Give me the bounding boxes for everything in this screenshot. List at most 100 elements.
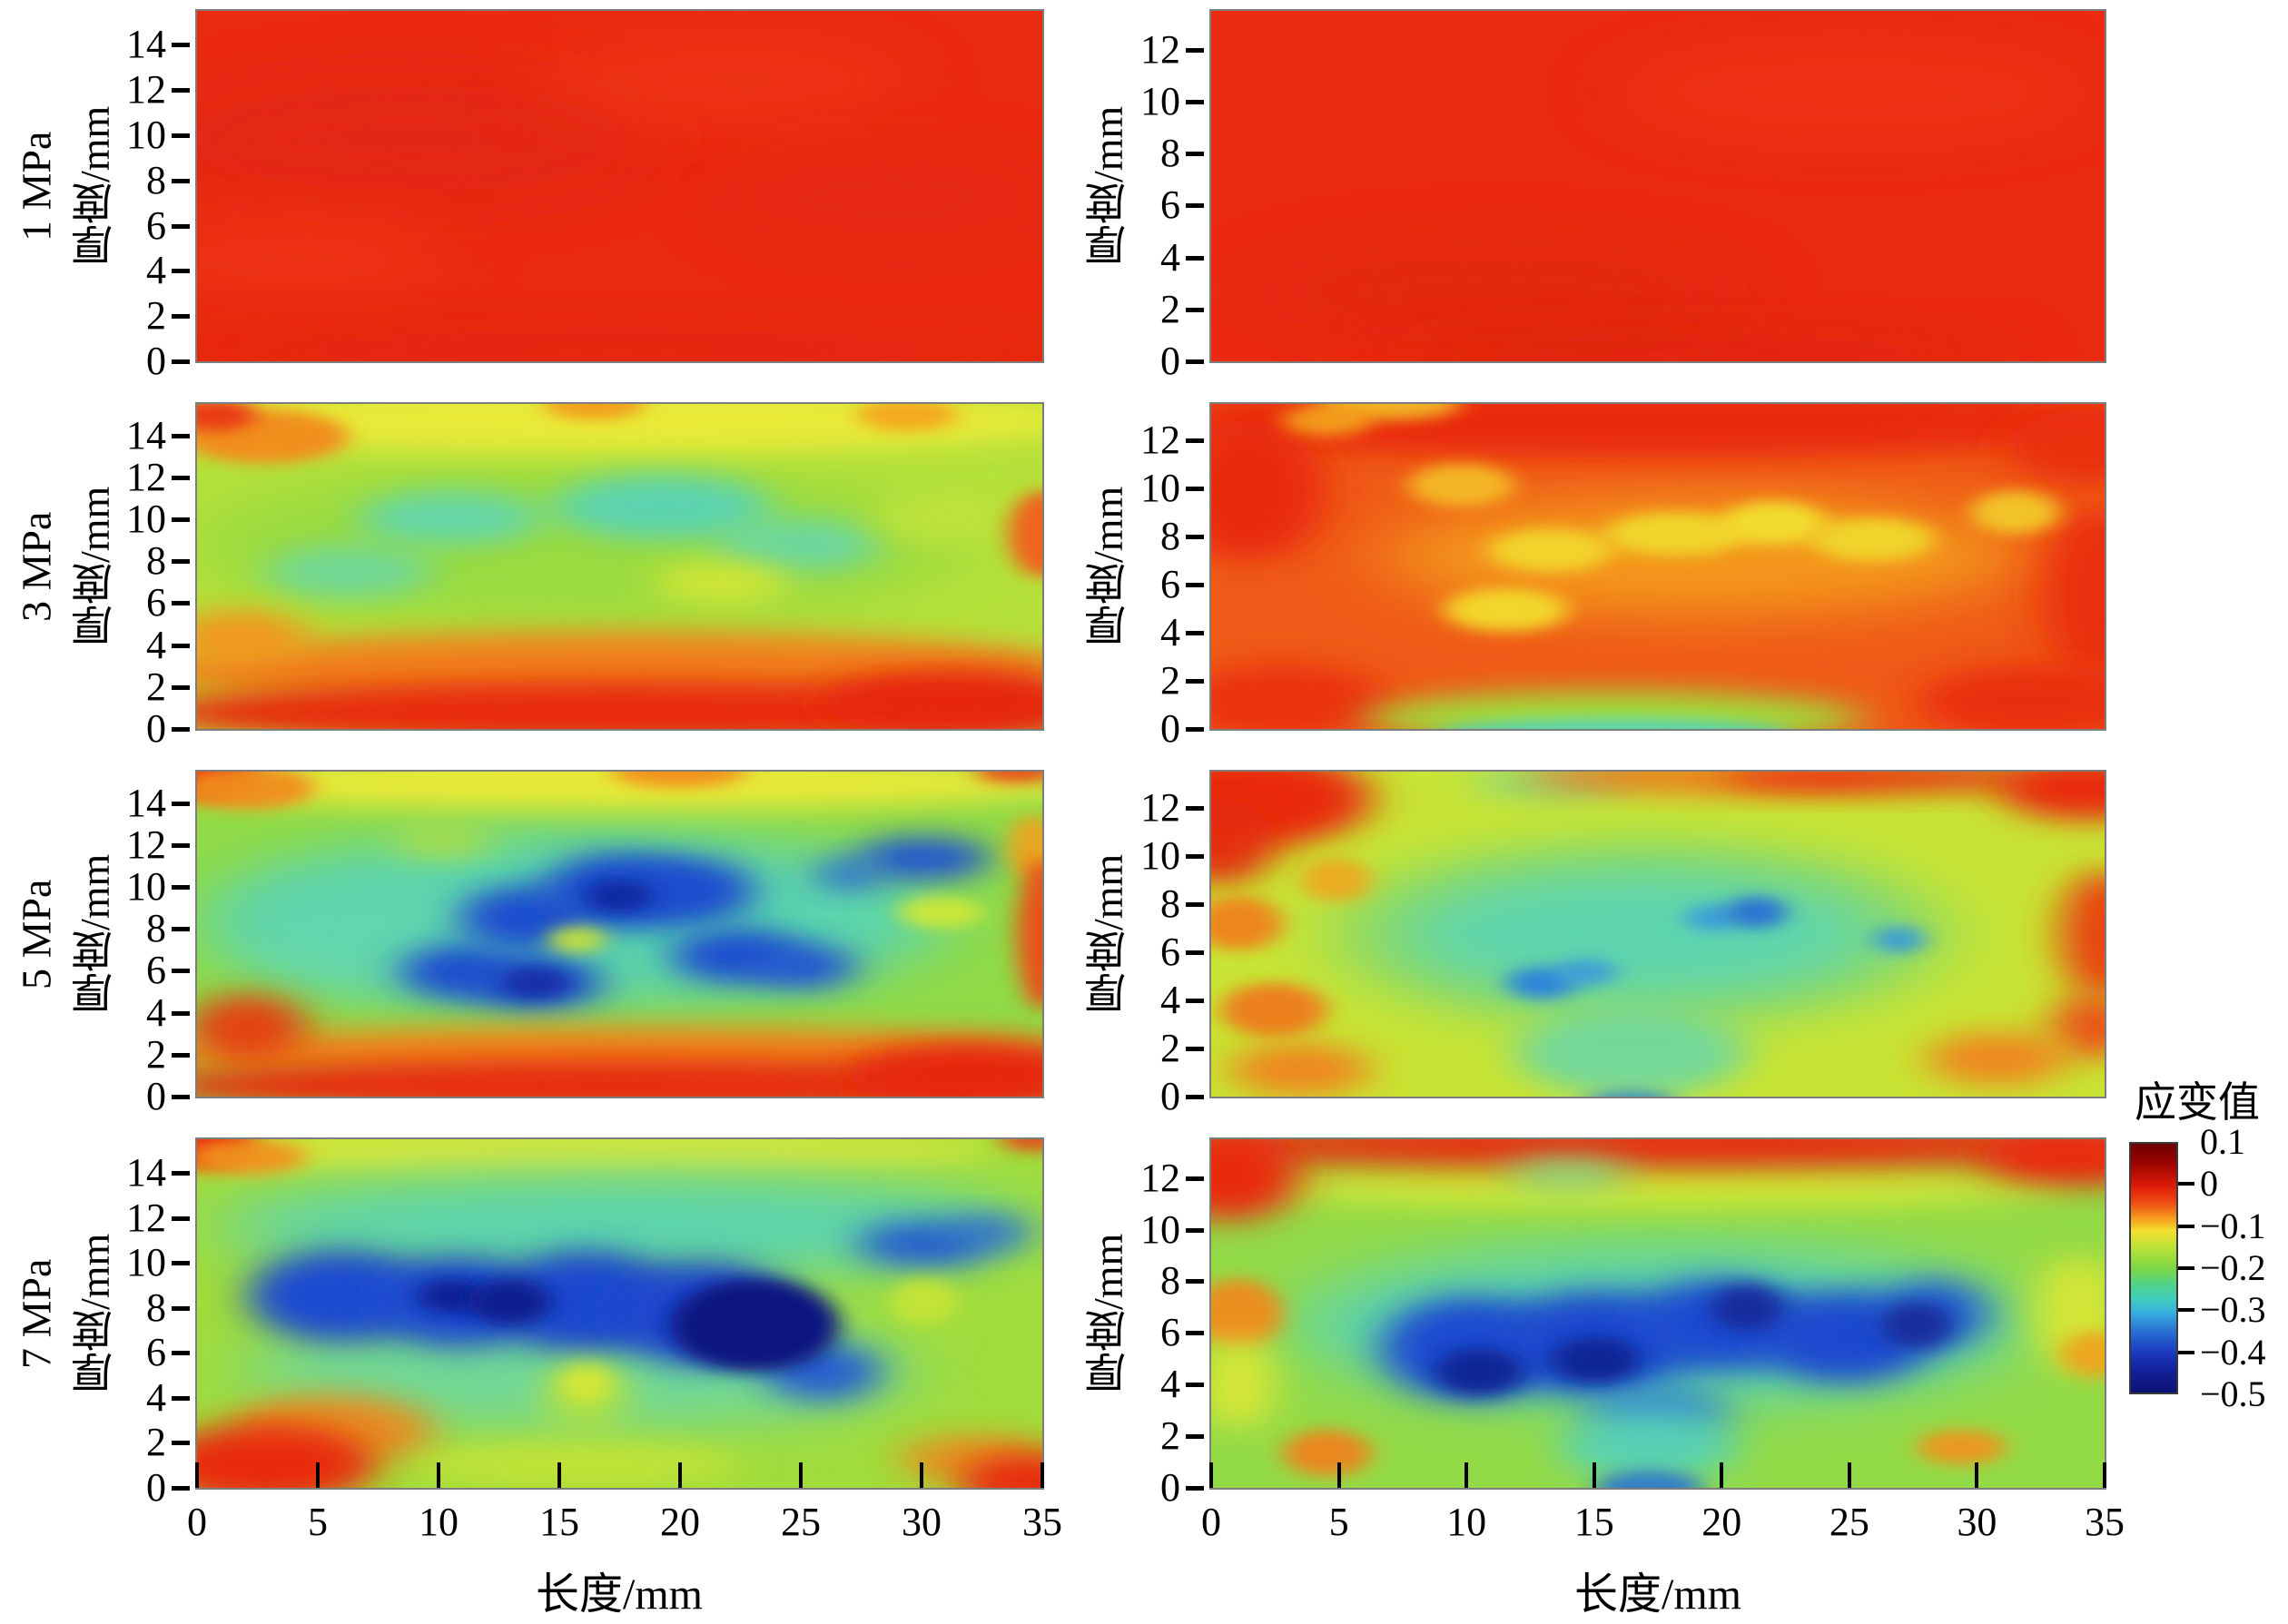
y-tick-label: 0	[1160, 1465, 1180, 1510]
y-tick-mark	[172, 1095, 190, 1099]
colorbar-tick-label: −0.2	[2200, 1247, 2266, 1288]
y-tick-label: 10	[1140, 1206, 1180, 1252]
x-tick-mark	[920, 1462, 923, 1488]
x-tick-mark	[1975, 1462, 1979, 1488]
x-tick-label: 0	[187, 1500, 207, 1544]
y-tick-mark	[172, 559, 190, 565]
y-tick-mark	[172, 1395, 190, 1401]
x-tick-label: 10	[1446, 1500, 1487, 1544]
row-label-5mpa: 5 MPa	[13, 879, 60, 989]
y-tick-mark	[172, 727, 190, 732]
y-tick-mark	[172, 1486, 190, 1491]
x-tick-label: 25	[1829, 1500, 1869, 1544]
y-tick-label: 0	[146, 1465, 166, 1510]
y-tick-mark	[1186, 47, 1204, 53]
x-tick-mark	[315, 1462, 320, 1488]
y-tick-mark	[172, 1052, 190, 1058]
y-tick-mark	[1186, 630, 1204, 635]
y-tick-mark	[1186, 1331, 1204, 1336]
x-tick-mark	[1040, 1462, 1044, 1488]
y-tick-label: 10	[1140, 832, 1180, 878]
y-tick-label: 8	[1160, 1258, 1180, 1304]
x-tick-label: 30	[1957, 1500, 1997, 1544]
y-tick-label: 12	[126, 822, 166, 867]
y-tick-mark	[172, 359, 190, 364]
y-tick-label: 6	[146, 580, 166, 625]
y-tick-mark	[1186, 100, 1204, 105]
y-tick-label: 8	[1160, 513, 1180, 558]
y-tick-mark	[1186, 359, 1204, 364]
x-tick-mark	[1209, 1462, 1213, 1488]
y-tick-label: 8	[1160, 881, 1180, 926]
y-tick-label: 14	[126, 1150, 166, 1196]
y-tick-label: 0	[1160, 706, 1180, 751]
y-tick-mark	[1186, 203, 1204, 209]
row-label-3mpa: 3 MPa	[13, 511, 60, 622]
y-tick-mark	[172, 885, 190, 891]
y-tick-mark	[172, 178, 190, 183]
y-tick-label: 0	[146, 706, 166, 751]
colorbar-tick-label: 0	[2200, 1163, 2218, 1205]
y-tick-label: 0	[1160, 339, 1180, 383]
y-tick-mark	[1186, 727, 1204, 732]
row-label-1mpa: 1 MPa	[13, 131, 60, 241]
y-tick-mark	[1186, 1279, 1204, 1284]
y-tick-label: 6	[146, 202, 166, 248]
y-tick-mark	[172, 601, 190, 606]
y-tick-mark	[172, 1261, 190, 1266]
y-tick-mark	[172, 643, 190, 648]
y-tick-mark	[1186, 678, 1204, 684]
y-tick-label: 4	[1160, 609, 1180, 655]
x-tick-label: 20	[660, 1500, 700, 1544]
y-tick-mark	[172, 433, 190, 438]
x-tick-mark	[1336, 1462, 1341, 1488]
colorbar-title: 应变值	[2135, 1079, 2260, 1126]
x-tick-label: 10	[419, 1500, 459, 1544]
y-tick-label: 2	[146, 1031, 166, 1077]
y-tick-mark	[172, 269, 190, 274]
y-tick-label: 0	[146, 339, 166, 383]
colorbar-tick-mark	[2178, 1350, 2194, 1354]
row-label-7mpa: 7 MPa	[13, 1258, 60, 1369]
heatmap-panel-1mpa-right: 12 10 8 6 4 2 0	[1140, 9, 2106, 383]
y-tick-mark	[172, 1441, 190, 1446]
y-tick-label: 12	[1140, 1155, 1180, 1200]
heatmap-panel-7mpa-left: 14 12 10 8 6 4 2 0 0 5 10 15 20 25 30 35	[126, 1137, 1062, 1544]
x-tick-mark	[799, 1462, 803, 1488]
y-tick-label: 6	[146, 1330, 166, 1375]
y-tick-mark	[1186, 1046, 1204, 1051]
y-tick-label: 2	[1160, 1025, 1180, 1070]
colorbar-tick-mark	[2178, 1182, 2194, 1186]
colorbar-tick-label: 0.1	[2200, 1121, 2245, 1162]
y-tick-mark	[172, 1351, 190, 1356]
x-tick-mark	[1847, 1462, 1851, 1488]
y-tick-mark	[172, 969, 190, 974]
y-tick-label: 4	[146, 248, 166, 293]
x-tick-label: 0	[1201, 1500, 1221, 1544]
y-tick-label: 2	[146, 1420, 166, 1465]
y-tick-label: 6	[1160, 182, 1180, 228]
y-tick-label: 4	[1160, 234, 1180, 280]
y-tick-mark	[1186, 998, 1204, 1003]
x-tick-label: 15	[539, 1500, 579, 1544]
colorbar-tick-mark	[2178, 1224, 2194, 1228]
colorbar-tick-label: −0.3	[2200, 1289, 2266, 1331]
x-tick-mark	[1465, 1462, 1469, 1488]
y-tick-label: 0	[1160, 1074, 1180, 1118]
y-tick-mark	[1186, 1095, 1204, 1099]
y-tick-mark	[1186, 582, 1204, 587]
y-tick-label: 4	[1160, 1362, 1180, 1407]
y-tick-label: 10	[126, 112, 166, 157]
heatmap-panel-5mpa-left: 14 12 10 8 6 4 2 0	[126, 770, 1044, 1118]
y-tick-label: 6	[1160, 561, 1180, 606]
x-tick-mark	[1592, 1462, 1596, 1488]
y-tick-label: 8	[1160, 131, 1180, 176]
colorbar-gradient	[2129, 1142, 2178, 1394]
y-tick-mark	[172, 1216, 190, 1221]
colorbar-tick-label: −0.5	[2200, 1373, 2266, 1414]
y-tick-mark	[1186, 152, 1204, 157]
y-tick-label: 8	[146, 157, 166, 202]
y-tick-mark	[1186, 1486, 1204, 1491]
y-tick-mark	[172, 314, 190, 320]
y-tick-label: 10	[1140, 465, 1180, 510]
